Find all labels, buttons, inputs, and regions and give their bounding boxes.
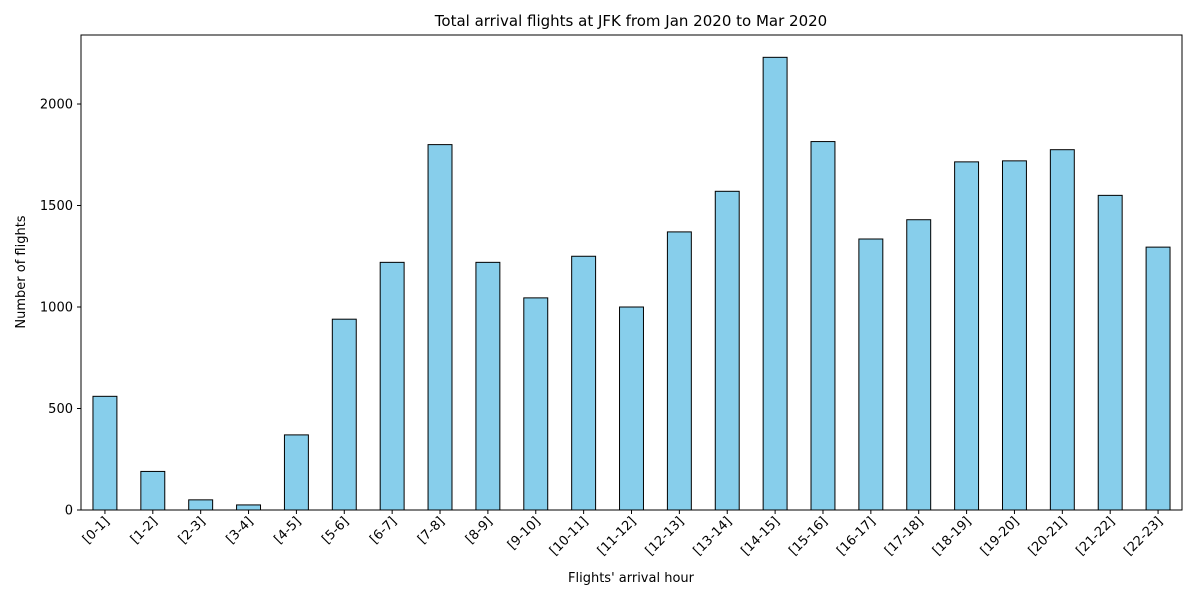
bar-[8-9]	[475, 261, 501, 511]
y-axis-title: Number of flights	[14, 215, 29, 328]
x-tick-label: [7-8]	[415, 514, 448, 547]
bar-[0-1]	[92, 395, 118, 511]
bar-[2-3]	[188, 499, 214, 511]
x-tick-label: [1-2]	[128, 514, 161, 547]
x-tick-label: [4-5]	[271, 514, 304, 547]
x-axis-title: Flights' arrival hour	[568, 571, 695, 586]
y-tick-label: 1000	[40, 301, 73, 316]
x-tick-label: [0-1]	[80, 514, 113, 547]
x-tick-label: [17-18]	[882, 514, 926, 558]
x-tick-label: [3-4]	[224, 514, 257, 547]
y-tick-label: 500	[48, 402, 73, 417]
bar-[20-21]	[1049, 149, 1075, 511]
bar-[15-16]	[810, 141, 836, 511]
bar-[22-23]	[1145, 246, 1171, 511]
bar-[6-7]	[379, 261, 405, 511]
bar-[4-5]	[283, 434, 309, 511]
bar-[5-6]	[331, 318, 357, 511]
x-tick-label: [5-6]	[319, 514, 352, 547]
x-tick-label: [21-22]	[1074, 514, 1118, 558]
x-tick-label: [6-7]	[367, 514, 400, 547]
x-tick-label: [2-3]	[176, 514, 209, 547]
y-tick-label: 0	[65, 504, 73, 519]
bar-[1-2]	[140, 470, 166, 511]
bar-[19-20]	[1001, 160, 1027, 511]
y-tick-label: 1500	[40, 199, 73, 214]
bar-[16-17]	[858, 238, 884, 511]
x-tick-label: [16-17]	[834, 514, 878, 558]
x-tick-label: [10-11]	[547, 514, 591, 558]
bar-[9-10]	[523, 297, 549, 511]
bar-[11-12]	[619, 306, 644, 511]
bar-[3-4]	[236, 504, 262, 511]
x-tick-label: [22-23]	[1121, 514, 1165, 558]
chart-title: Total arrival flights at JFK from Jan 20…	[434, 12, 827, 30]
x-tick-label: [18-19]	[930, 514, 974, 558]
y-tick-label: 2000	[40, 98, 73, 113]
bar-[12-13]	[666, 231, 692, 511]
x-tick-label: [15-16]	[786, 514, 830, 558]
x-tick-label: [20-21]	[1026, 514, 1070, 558]
x-tick-label: [8-9]	[463, 514, 496, 547]
bar-[17-18]	[906, 219, 932, 511]
x-tick-label: [9-10]	[505, 514, 544, 553]
bars-group	[92, 56, 1171, 511]
x-axis: [0-1] [1-2] [2-3] [3-4] [4-5] [5-6] [6-7] [7-8]…	[80, 510, 1166, 559]
x-tick-label: [14-15]	[738, 514, 782, 558]
bar-[21-22]	[1097, 194, 1123, 511]
bar-[13-14]	[714, 190, 740, 511]
x-tick-label: [19-20]	[978, 514, 1022, 558]
bar-[14-15]	[762, 56, 788, 511]
bar-[18-19]	[954, 161, 980, 511]
y-axis: 0 500 1000 1500 2000	[40, 98, 81, 519]
plot-frame	[80, 34, 1183, 511]
x-tick-label: [13-14]	[691, 514, 735, 558]
bar-[10-11]	[571, 255, 597, 511]
x-tick-label: [12-13]	[643, 514, 687, 558]
bar-[7-8]	[427, 144, 453, 511]
x-tick-label: [11-12]	[595, 514, 639, 558]
